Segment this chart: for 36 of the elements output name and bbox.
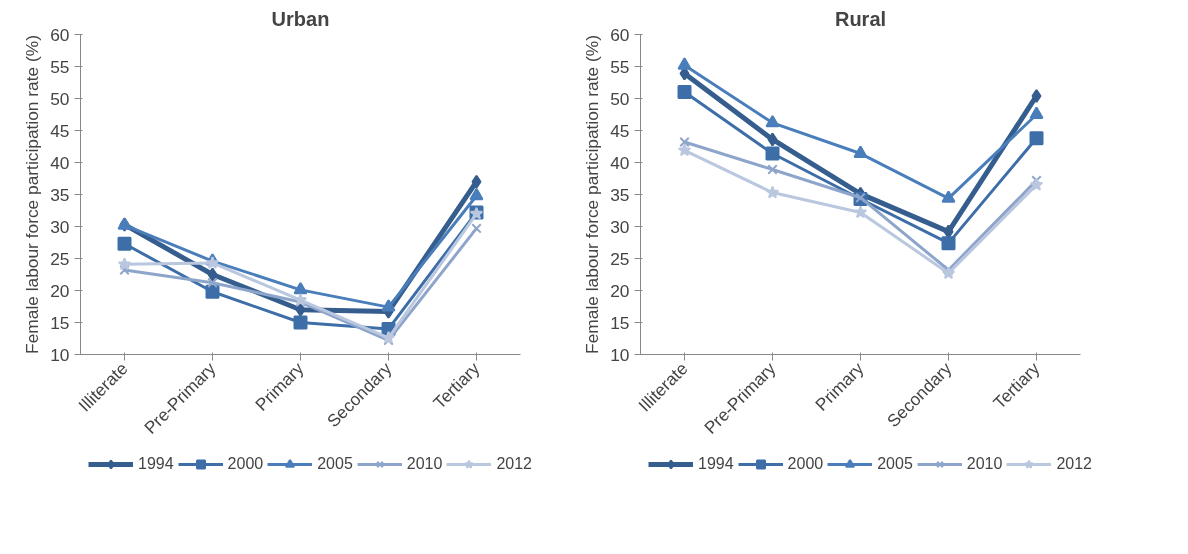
y-tick-label: 15 — [50, 312, 70, 333]
y-tick-label: 35 — [50, 184, 70, 205]
legend-label: 2010 — [966, 454, 1003, 474]
y-axis-title: Female labour force participation rate (%) — [582, 35, 603, 354]
legend-label: 2010 — [406, 454, 443, 474]
y-tick-label: 60 — [610, 24, 630, 45]
y-tick-label: 25 — [610, 248, 630, 269]
y-tick-label: 40 — [610, 152, 630, 173]
legend-label: 1994 — [698, 454, 734, 474]
y-tick-label: 30 — [50, 216, 70, 237]
y-tick-label: 45 — [50, 120, 70, 141]
y-tick-label: 40 — [50, 152, 70, 173]
chart-title: Rural — [834, 7, 887, 30]
legend-label: 2012 — [496, 454, 532, 474]
y-tick-label: 55 — [610, 56, 630, 77]
y-tick-label: 15 — [610, 312, 630, 333]
legend-label: 2012 — [1056, 454, 1092, 474]
y-tick-label: 20 — [610, 280, 630, 301]
y-tick-label: 10 — [610, 344, 630, 365]
y-tick-label: 50 — [50, 88, 70, 109]
legend-label: 2005 — [877, 454, 913, 474]
y-tick-label: 10 — [50, 344, 70, 365]
y-tick-label: 30 — [610, 216, 630, 237]
y-tick-label: 25 — [50, 248, 70, 269]
y-tick-label: 35 — [610, 184, 630, 205]
legend-label: 2000 — [227, 454, 264, 474]
y-axis-title: Female labour force participation rate (%) — [22, 35, 43, 354]
chart-title: Urban — [271, 7, 330, 30]
legend-label: 2000 — [787, 454, 824, 474]
y-tick-label: 20 — [50, 280, 70, 301]
y-tick-label: 55 — [50, 56, 70, 77]
legend-label: 1994 — [138, 454, 174, 474]
y-tick-label: 50 — [610, 88, 630, 109]
y-tick-label: 60 — [50, 24, 70, 45]
y-tick-label: 45 — [610, 120, 630, 141]
legend-label: 2005 — [317, 454, 353, 474]
